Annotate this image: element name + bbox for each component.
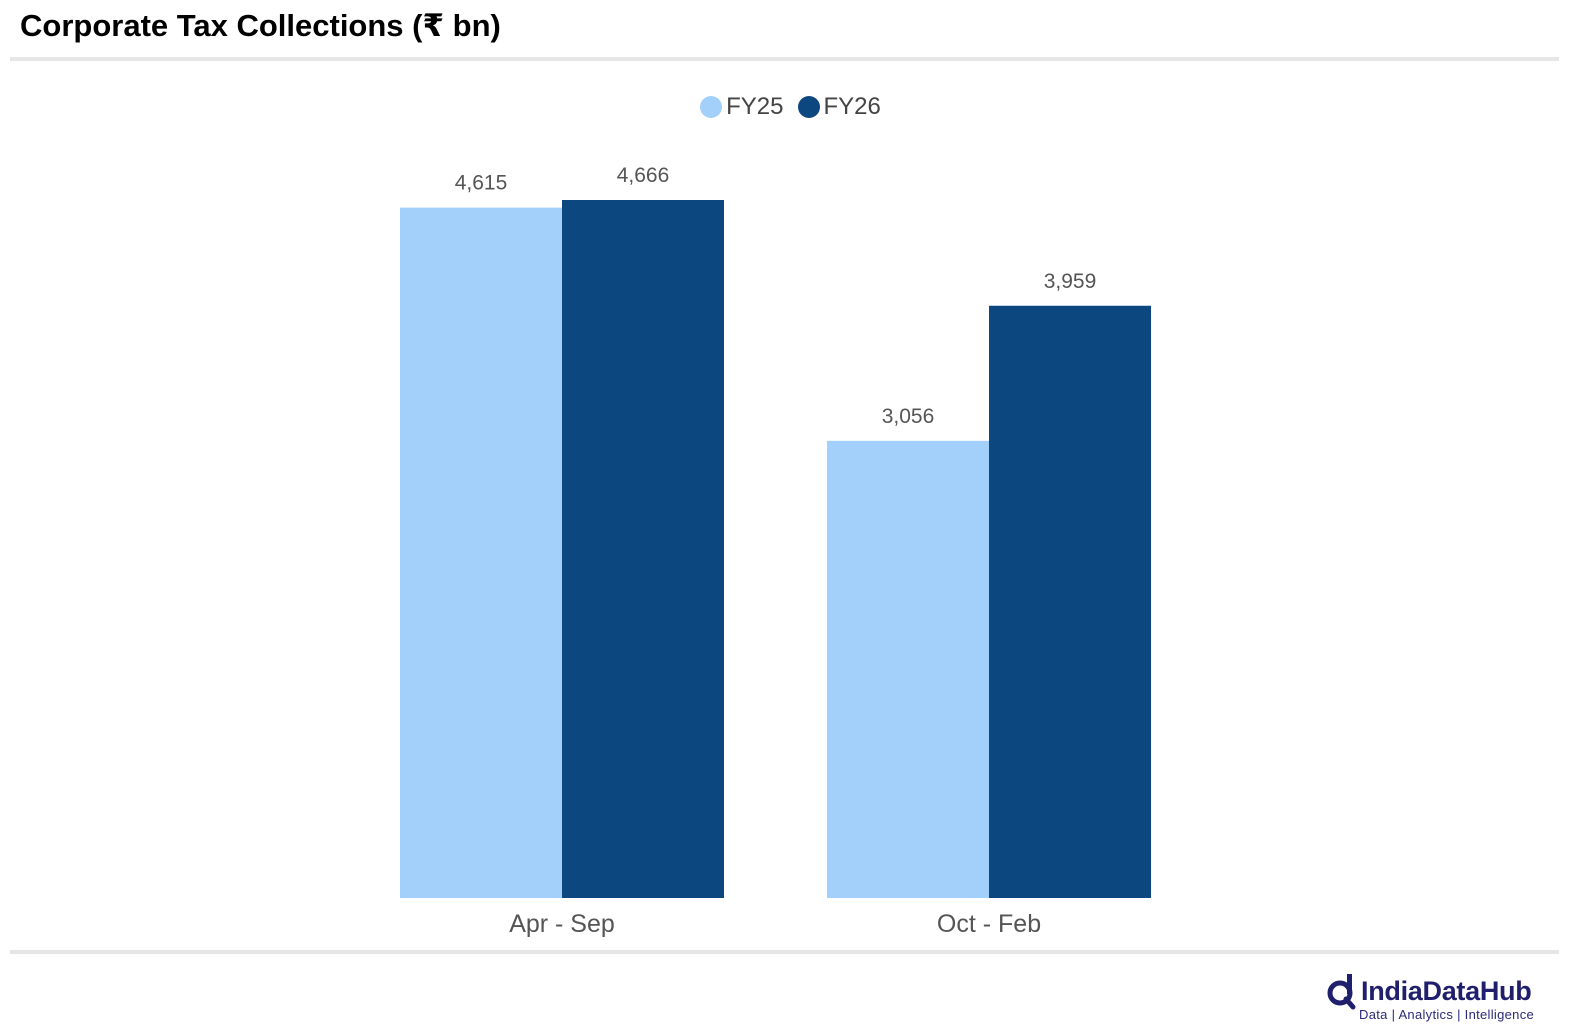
bar-fy25-0[interactable]: [400, 207, 562, 899]
data-label-fy25-0: 4,615: [455, 172, 508, 195]
legend-swatch-fy26: [797, 96, 820, 118]
chart-legend: FY25 FY26: [0, 93, 1569, 121]
data-label-fy26-1: 3,959: [1044, 270, 1097, 293]
legend-label-fy25: FY25: [726, 93, 784, 120]
legend-item-fy25[interactable]: FY25: [700, 93, 784, 121]
brand-tagline: Data | Analytics | Intelligence: [1359, 1007, 1535, 1022]
legend-item-fy26[interactable]: FY26: [797, 93, 881, 121]
bar-fy26-1[interactable]: [989, 305, 1151, 899]
data-label-fy25-1: 3,056: [882, 405, 935, 428]
data-label-fy26-0: 4,666: [617, 164, 670, 187]
chart-title: Corporate Tax Collections (₹ bn): [20, 8, 501, 43]
legend-label-fy26: FY26: [823, 93, 881, 120]
x-tick-label-0: Apr - Sep: [509, 910, 615, 938]
brand-name: IndiaDataHub: [1361, 976, 1532, 1006]
bar-fy26-0[interactable]: [562, 200, 724, 898]
x-tick-label-1: Oct - Feb: [937, 910, 1041, 938]
bar-fy25-1[interactable]: [827, 440, 989, 898]
top-divider: [10, 57, 1559, 61]
bottom-divider: [10, 950, 1559, 954]
brand-logo: IndiaDataHub Data | Analytics | Intellig…: [1325, 972, 1555, 1028]
brand-magnifier-icon: [1327, 974, 1356, 1010]
legend-swatch-fy25: [700, 96, 723, 118]
